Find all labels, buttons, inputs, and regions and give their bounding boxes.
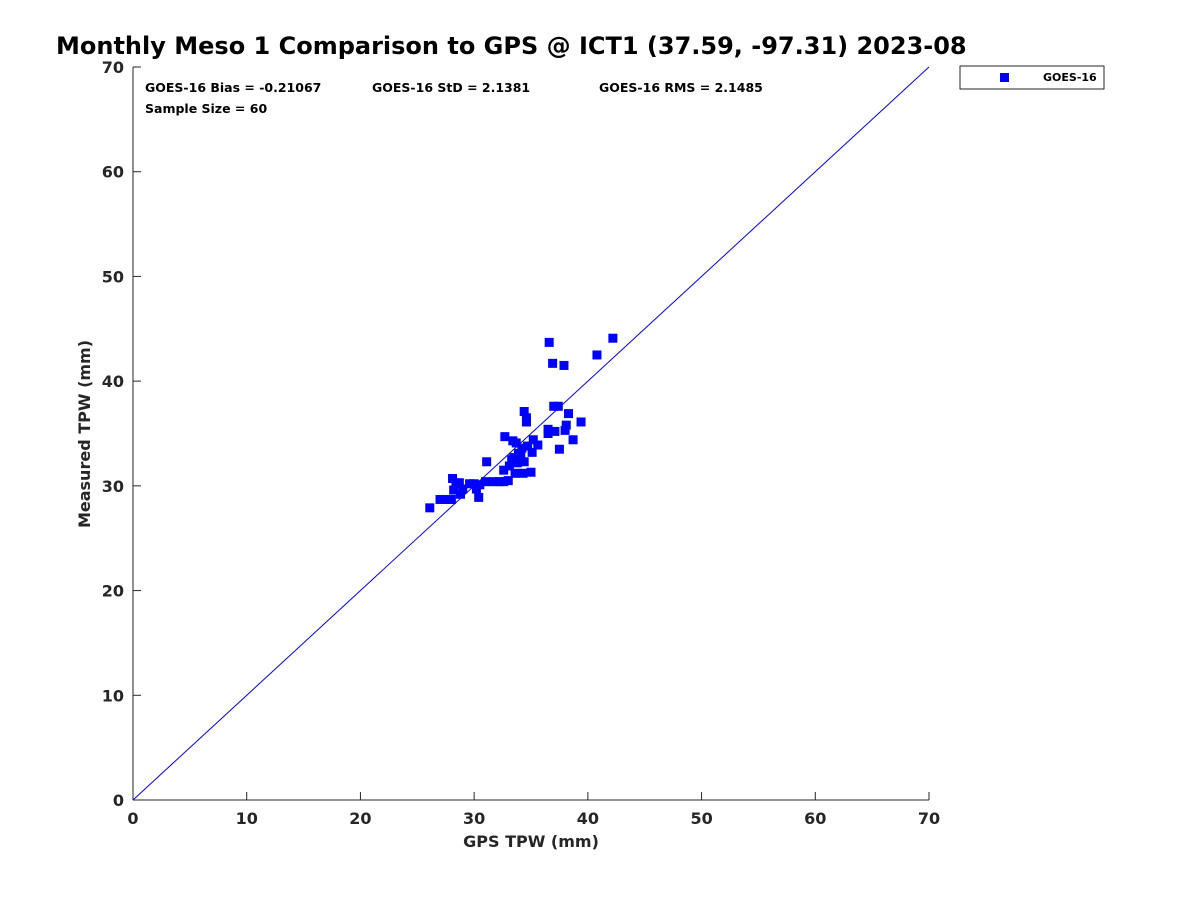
data-point xyxy=(550,426,560,436)
rms-stat: GOES-16 RMS = 2.1485 xyxy=(599,80,763,95)
y-axis-label: Measured TPW (mm) xyxy=(75,340,94,528)
data-point xyxy=(503,476,513,486)
data-point xyxy=(515,456,525,466)
x-axis-label: GPS TPW (mm) xyxy=(463,832,599,851)
data-point xyxy=(481,477,491,487)
data-point xyxy=(455,489,465,499)
y-tick-label: 40 xyxy=(102,372,124,391)
data-point xyxy=(517,443,527,453)
data-point xyxy=(499,465,509,475)
data-point xyxy=(510,468,520,478)
data-point xyxy=(518,468,528,478)
data-point xyxy=(544,337,554,347)
y-tick-label: 0 xyxy=(113,791,124,810)
data-point xyxy=(475,480,485,490)
data-point xyxy=(435,494,445,504)
data-point xyxy=(608,333,618,343)
x-tick-label: 40 xyxy=(577,809,599,828)
data-point xyxy=(548,358,558,368)
data-point xyxy=(553,401,563,411)
sample-size-stat: Sample Size = 60 xyxy=(145,101,267,116)
data-point xyxy=(519,407,529,417)
data-point xyxy=(488,477,498,487)
x-axis-ticks: 0 10 20 30 40 50 60 70 xyxy=(127,792,940,828)
data-point xyxy=(446,494,456,504)
data-point xyxy=(441,494,451,504)
y-axis-ticks: 0 10 20 30 40 50 60 70 xyxy=(102,58,141,810)
data-point xyxy=(425,503,435,513)
y-tick-label: 60 xyxy=(102,163,124,182)
data-point xyxy=(500,432,510,442)
data-point xyxy=(454,478,464,488)
data-point xyxy=(533,440,543,450)
x-tick-label: 50 xyxy=(690,809,712,828)
data-point xyxy=(469,479,479,489)
y-tick-label: 50 xyxy=(102,267,124,286)
std-stat: GOES-16 StD = 2.1381 xyxy=(372,80,530,95)
legend-entry-goes-16: GOES-16 xyxy=(1043,71,1097,84)
data-point xyxy=(519,457,529,467)
x-tick-label: 30 xyxy=(463,809,485,828)
data-point xyxy=(509,453,519,463)
x-tick-label: 20 xyxy=(349,809,371,828)
one-to-one-reference-line xyxy=(132,66,930,801)
data-point xyxy=(523,441,533,451)
data-point xyxy=(560,425,570,435)
data-point xyxy=(568,435,578,445)
bias-stat: GOES-16 Bias = -0.21067 xyxy=(145,80,321,95)
data-point xyxy=(543,424,553,434)
y-tick-label: 30 xyxy=(102,477,124,496)
data-point xyxy=(559,360,569,370)
legend-box xyxy=(959,65,1105,90)
data-point xyxy=(474,492,484,502)
data-point xyxy=(564,409,574,419)
x-tick-label: 70 xyxy=(918,809,940,828)
data-point xyxy=(561,420,571,430)
y-tick-label: 10 xyxy=(102,686,124,705)
data-point xyxy=(521,413,531,423)
data-point xyxy=(527,447,537,457)
data-point xyxy=(554,444,564,454)
data-point xyxy=(526,467,536,477)
x-tick-label: 60 xyxy=(804,809,826,828)
data-point xyxy=(499,477,509,487)
data-point xyxy=(516,449,526,459)
x-tick-label: 0 xyxy=(127,809,138,828)
data-point xyxy=(458,484,468,494)
data-point xyxy=(511,438,521,448)
data-point xyxy=(465,479,475,489)
y-tick-label: 20 xyxy=(102,582,124,601)
data-point xyxy=(528,435,538,445)
data-point xyxy=(549,401,559,411)
data-point xyxy=(449,485,459,495)
x-tick-label: 10 xyxy=(236,809,258,828)
legend-marker xyxy=(1000,73,1009,82)
data-point xyxy=(592,350,602,360)
data-point xyxy=(482,457,492,467)
data-point xyxy=(504,461,514,471)
data-point xyxy=(494,477,504,487)
data-point xyxy=(448,474,458,484)
legend: GOES-16 xyxy=(959,65,1105,90)
data-point xyxy=(576,417,586,427)
chart-title: Monthly Meso 1 Comparison to GPS @ ICT1 … xyxy=(56,32,967,60)
data-points xyxy=(425,333,618,513)
y-tick-label: 70 xyxy=(102,58,124,77)
